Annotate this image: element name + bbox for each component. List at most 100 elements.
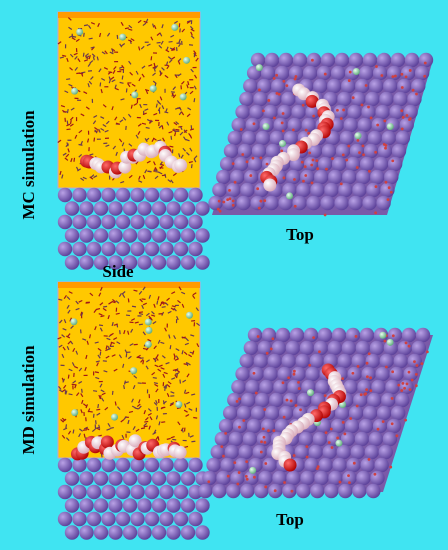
water [132,385,136,390]
metal-atom [79,525,94,540]
water [63,427,68,431]
water [146,43,151,47]
water [195,307,199,312]
water [66,123,71,127]
water [155,170,160,173]
water [85,53,90,57]
metal-atom [79,201,94,216]
water [144,420,149,423]
water [67,17,72,21]
metal-atom [101,187,116,203]
water [239,128,243,131]
water [148,317,153,321]
water [68,393,73,396]
water [121,291,126,295]
water [94,129,98,134]
water [407,370,411,374]
water [254,391,258,395]
water [80,393,84,398]
ion [286,192,294,200]
water [154,65,159,70]
water [87,62,91,67]
water [105,144,110,147]
metal-atom [329,117,344,133]
water [90,76,94,80]
metal-atom [226,182,241,198]
metal-atom [93,255,109,270]
water [62,378,66,383]
water [142,22,147,27]
water [62,109,67,114]
water [154,364,159,368]
water [262,435,266,439]
water [95,376,100,380]
water [280,121,284,125]
water [259,156,263,160]
water [110,76,115,80]
water [97,22,100,28]
water [113,368,118,372]
water [172,86,177,91]
water [115,151,118,156]
water [235,399,239,403]
metal-atom [306,195,321,211]
water [166,121,170,126]
water [414,372,418,376]
metal-atom [382,431,398,447]
water [272,116,276,120]
water [175,107,180,110]
water [315,159,319,163]
water [112,145,117,150]
water [87,408,91,413]
metal-atom [130,241,145,257]
water [178,43,182,48]
water [61,353,65,359]
water [347,474,350,477]
water [411,88,415,92]
water [180,154,184,159]
metal-atom [260,65,276,81]
water [111,321,114,327]
water [166,297,170,302]
metal-atom [292,195,307,211]
water [89,292,94,297]
water [355,404,359,408]
metal-atom [108,471,123,486]
water [106,32,111,37]
water [87,24,92,29]
water [169,145,174,148]
water [365,388,369,392]
water [156,300,159,305]
water [142,360,145,365]
water [323,394,327,398]
water [391,334,395,338]
water [367,352,371,356]
top-label: Top [286,225,314,244]
metal-atom [305,366,320,382]
metal-atom [262,457,277,473]
water [192,292,197,296]
metal-atom [234,457,249,473]
water [113,323,118,326]
water [124,349,128,354]
water [59,56,64,59]
water [287,376,291,380]
water [186,401,191,405]
water [261,427,265,431]
water [85,106,90,110]
metal-atom [267,353,282,369]
water [82,52,85,57]
metal-atom [324,182,339,198]
water [138,312,144,316]
water [401,115,405,119]
water [124,27,130,30]
water [161,105,165,110]
water [78,143,83,146]
water [128,39,133,43]
water [65,143,69,148]
water [113,66,117,70]
water [83,59,89,62]
water [193,416,198,419]
metal-atom [173,187,189,203]
water [147,412,152,416]
